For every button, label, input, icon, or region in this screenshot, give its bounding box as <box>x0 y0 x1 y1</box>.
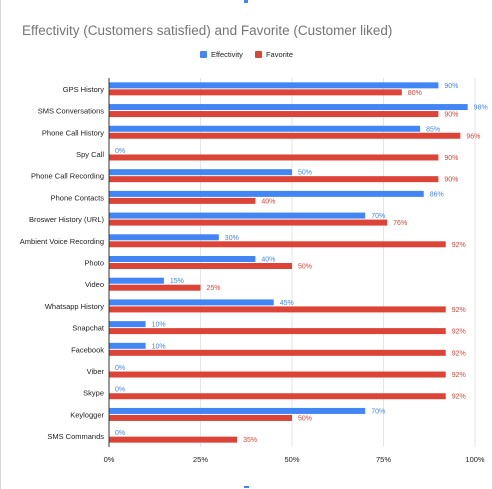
bar-favorite <box>109 349 446 356</box>
data-label-effectivity: 85% <box>426 126 440 133</box>
bar-favorite <box>109 132 461 139</box>
x-tick-label: 75% <box>376 455 391 464</box>
data-label-favorite: 92% <box>452 350 466 357</box>
data-label-effectivity: 0% <box>115 148 125 155</box>
data-label-effectivity: 0% <box>115 365 125 372</box>
bar-favorite <box>109 176 439 183</box>
data-label-effectivity: 90% <box>444 83 458 90</box>
data-label-effectivity: 50% <box>298 170 312 177</box>
data-label-effectivity: 15% <box>170 278 184 285</box>
data-label-effectivity: 86% <box>430 191 444 198</box>
bar-effectivity <box>109 299 274 306</box>
x-tick-label: 50% <box>284 455 299 464</box>
legend-label-favorite: Favorite <box>265 50 294 59</box>
bar-favorite <box>109 306 446 313</box>
category-label: Whatsapp History <box>45 302 104 311</box>
data-label-favorite: 80% <box>408 90 422 97</box>
data-label-favorite: 90% <box>444 177 458 184</box>
data-label-effectivity: 45% <box>280 300 294 307</box>
category-label: Spy Call <box>76 150 104 159</box>
data-label-effectivity: 70% <box>371 213 385 220</box>
category-label: Facebook <box>71 345 104 354</box>
data-label-effectivity: 0% <box>115 430 125 437</box>
data-label-effectivity: 98% <box>474 105 488 112</box>
bar-favorite <box>109 371 446 378</box>
category-label: Snapchat <box>72 324 105 333</box>
bottom-resize-handle[interactable] <box>244 486 249 488</box>
category-label: Viber <box>87 367 105 376</box>
data-label-favorite: 92% <box>452 372 466 379</box>
bar-favorite <box>109 219 388 226</box>
bar-effectivity <box>109 277 164 284</box>
bar-favorite <box>109 154 439 161</box>
bar-effectivity <box>109 256 256 262</box>
data-label-favorite: 96% <box>466 133 480 140</box>
data-label-favorite: 90% <box>444 112 458 119</box>
bar-favorite <box>109 263 292 269</box>
bar-effectivity <box>109 104 468 111</box>
legend-item-effectivity[interactable]: Effectivity <box>199 50 243 59</box>
data-label-effectivity: 30% <box>225 235 239 242</box>
x-tick-label: 100% <box>465 455 485 464</box>
bar-effectivity <box>109 169 292 176</box>
bar-favorite <box>109 436 238 443</box>
category-label: Phone Call History <box>42 128 104 137</box>
chart-title: Effectivity (Customers satisfied) and Fa… <box>22 23 393 38</box>
legend-swatch-favorite <box>254 51 262 58</box>
category-label: Keylogger <box>70 410 104 419</box>
legend-item-favorite[interactable]: Favorite <box>254 50 294 59</box>
bar-favorite <box>109 111 439 118</box>
data-label-favorite: 50% <box>298 415 312 422</box>
bar-favorite <box>109 197 256 204</box>
data-label-favorite: 92% <box>452 242 466 249</box>
chart-legend: Effectivity Favorite <box>0 50 493 59</box>
bar-favorite <box>109 414 292 421</box>
x-tick-label: 25% <box>193 455 208 464</box>
category-label: Ambient Voice Recording <box>20 237 104 246</box>
data-label-favorite: 50% <box>298 264 312 271</box>
bar-favorite <box>109 89 402 96</box>
data-label-effectivity: 10% <box>152 322 166 329</box>
data-label-effectivity: 10% <box>152 343 166 350</box>
category-label: Skype <box>83 389 104 398</box>
bar-favorite <box>109 241 446 248</box>
data-label-favorite: 92% <box>452 394 466 401</box>
category-label: SMS Conversations <box>38 107 105 116</box>
bar-favorite <box>109 393 446 400</box>
bar-favorite <box>109 328 446 335</box>
bar-effectivity <box>109 82 439 89</box>
category-label: Phone Contacts <box>51 193 105 202</box>
bar-effectivity <box>109 342 146 349</box>
category-label: Phone Call Recording <box>31 172 104 181</box>
legend-label-effectivity: Effectivity <box>210 50 243 59</box>
bar-effectivity <box>109 321 146 328</box>
category-label: Photo <box>84 259 104 268</box>
data-label-effectivity: 70% <box>371 408 385 415</box>
bar-effectivity <box>109 407 366 414</box>
category-label: GPS History <box>63 85 105 94</box>
category-label: Video <box>85 280 104 289</box>
legend-swatch-effectivity <box>199 51 207 58</box>
bar-effectivity <box>109 190 424 197</box>
bar-favorite <box>109 284 201 291</box>
bar-effectivity <box>109 234 219 241</box>
data-label-favorite: 92% <box>452 307 466 314</box>
data-label-favorite: 76% <box>393 220 407 227</box>
data-label-effectivity: 40% <box>261 257 275 264</box>
bar-effectivity <box>109 125 421 132</box>
data-label-favorite: 25% <box>207 285 221 292</box>
data-label-favorite: 90% <box>444 155 458 162</box>
data-label-favorite: 92% <box>452 329 466 336</box>
data-label-favorite: 40% <box>261 198 275 205</box>
category-label: Broswer History (URL) <box>29 215 105 224</box>
category-label: SMS Commands <box>47 432 104 441</box>
x-tick-label: 0% <box>104 455 115 464</box>
data-label-favorite: 35% <box>243 437 257 444</box>
top-resize-handle[interactable] <box>244 0 248 3</box>
data-label-effectivity: 0% <box>115 387 125 394</box>
bar-effectivity <box>109 212 366 219</box>
